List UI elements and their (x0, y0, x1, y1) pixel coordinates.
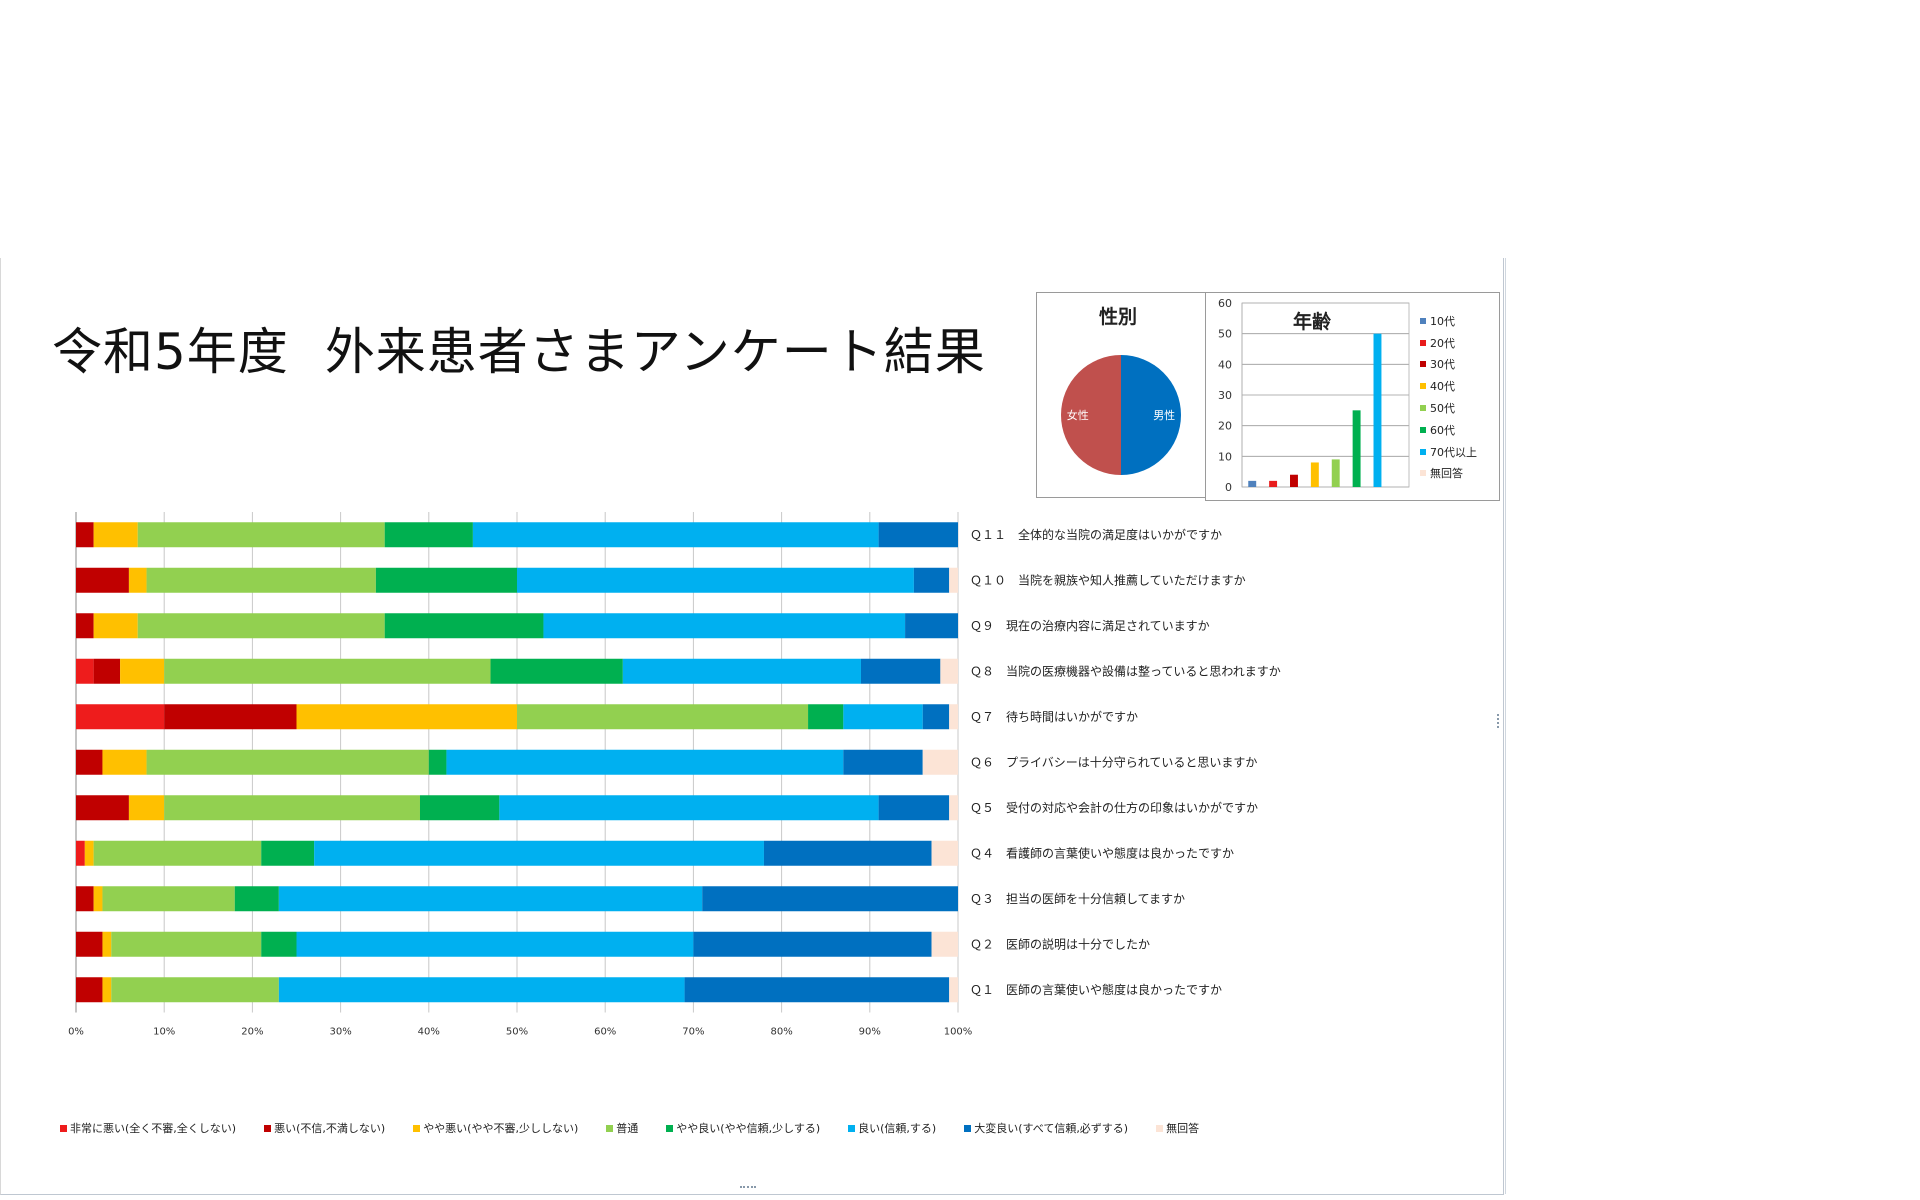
age-legend-item: 50代 (1420, 397, 1477, 419)
pie-slice-label: 男性 (1153, 408, 1175, 422)
legend-item: 非常に悪い(全く不審,全くしない) (60, 1120, 236, 1136)
legend-label: 大変良い(すべて信頼,必ずする) (974, 1122, 1129, 1135)
age-legend-item: 30代 (1420, 354, 1477, 376)
legend-label: 悪い(不信,不満しない) (274, 1122, 386, 1135)
resize-handle-right[interactable] (1497, 714, 1503, 728)
legend-item: やや悪い(やや不審,少ししない) (413, 1120, 578, 1136)
legend-swatch (264, 1124, 272, 1132)
age-bar (1248, 480, 1257, 487)
age-bar (1269, 480, 1278, 487)
legend-label: 40代 (1430, 380, 1455, 394)
y-tick-label: 20 (1218, 420, 1232, 433)
age-bar (1331, 459, 1340, 487)
age-legend-item: 60代 (1420, 419, 1477, 441)
legend-item: 普通 (606, 1120, 638, 1136)
legend-item: 良い(信頼,する) (848, 1120, 936, 1136)
age-chart-legend: 10代 20代 30代 40代 50代 60代 70代以上無回答 (1420, 310, 1477, 484)
legend-label: 20代 (1430, 336, 1455, 350)
y-tick-label: 0 (1225, 481, 1232, 494)
gender-chart-panel: 性別 男性 女性 (1036, 292, 1206, 498)
legend-swatch (1420, 361, 1426, 368)
legend-swatch (666, 1124, 674, 1132)
plot-area-border (1241, 302, 1410, 488)
resize-handle-bottom[interactable] (740, 1186, 756, 1192)
y-tick-label: 40 (1218, 358, 1232, 371)
legend-item: 悪い(不信,不満しない) (264, 1120, 385, 1136)
legend-label: 30代 (1430, 358, 1455, 372)
legend-item: 大変良い(すべて信頼,必ずする) (964, 1120, 1128, 1136)
age-legend-item: 無回答 (1420, 463, 1477, 485)
legend-label: 50代 (1430, 402, 1455, 416)
y-tick-label: 10 (1218, 450, 1232, 463)
legend-swatch (1420, 317, 1426, 324)
legend-label: 良い(信頼,する) (858, 1122, 937, 1135)
age-chart-panel: 0 10 20 30 40 50 60 (1205, 292, 1500, 501)
age-legend-item: 70代以上 (1420, 441, 1477, 463)
legend-label: 70代以上 (1430, 445, 1477, 459)
gender-chart-title: 性別 (1099, 306, 1138, 328)
legend-label: やや悪い(やや不審,少ししない) (423, 1122, 579, 1135)
legend-swatch (1420, 470, 1426, 477)
legend-item: 無回答 (1156, 1120, 1199, 1136)
pie-slice-label: 女性 (1067, 408, 1089, 422)
age-legend-item: 10代 (1420, 310, 1477, 332)
legend-label: 非常に悪い(全く不審,全くしない) (70, 1122, 237, 1135)
age-bar (1373, 333, 1382, 487)
legend-swatch (60, 1124, 67, 1132)
legend-label: 普通 (616, 1122, 639, 1135)
legend-swatch (413, 1124, 421, 1132)
sheet-edge-line (1505, 258, 1506, 1194)
page-title: 令和5年度 外来患者さまアンケート結果 (52, 312, 986, 384)
legend-swatch (606, 1124, 614, 1132)
legend-swatch (964, 1124, 972, 1132)
age-bar (1290, 474, 1298, 487)
legend-label: 60代 (1430, 423, 1455, 437)
legend-label: 無回答 (1166, 1122, 1200, 1135)
legend-swatch (1420, 339, 1426, 346)
legend-label: 無回答 (1430, 467, 1463, 481)
age-bar (1352, 410, 1361, 487)
age-bar (1310, 462, 1319, 487)
pie-slice (1061, 355, 1121, 475)
y-tick-label: 60 (1218, 297, 1232, 310)
legend-swatch (1420, 383, 1426, 390)
age-legend-item: 20代 (1420, 332, 1477, 354)
legend-swatch (1420, 426, 1426, 433)
y-tick-label: 30 (1218, 389, 1232, 402)
legend-label: やや良い(やや信頼,少しする) (676, 1122, 821, 1135)
y-tick-label: 50 (1218, 328, 1232, 341)
legend-swatch (848, 1124, 856, 1132)
age-legend-item: 40代 (1420, 375, 1477, 397)
title-main: 外来患者さまアンケート結果 (324, 323, 986, 381)
pie-slice (1121, 355, 1181, 475)
legend-label: 10代 (1430, 314, 1455, 328)
legend-swatch (1420, 448, 1426, 455)
title-year: 令和5年度 (52, 323, 289, 381)
legend-swatch (1420, 405, 1426, 412)
legend-item: やや良い(やや信頼,少しする) (666, 1120, 820, 1136)
gender-pie-chart: 男性 女性 (1061, 355, 1181, 475)
age-chart-title: 年齢 (1293, 311, 1332, 333)
legend-swatch (1156, 1124, 1164, 1132)
age-bar-chart: 0 10 20 30 40 50 60 (1218, 297, 1410, 494)
survey-chart-legend: 非常に悪い(全く不審,全くしない) 悪い(不信,不満しない) やや悪い(やや不審,少… (60, 1118, 1199, 1138)
